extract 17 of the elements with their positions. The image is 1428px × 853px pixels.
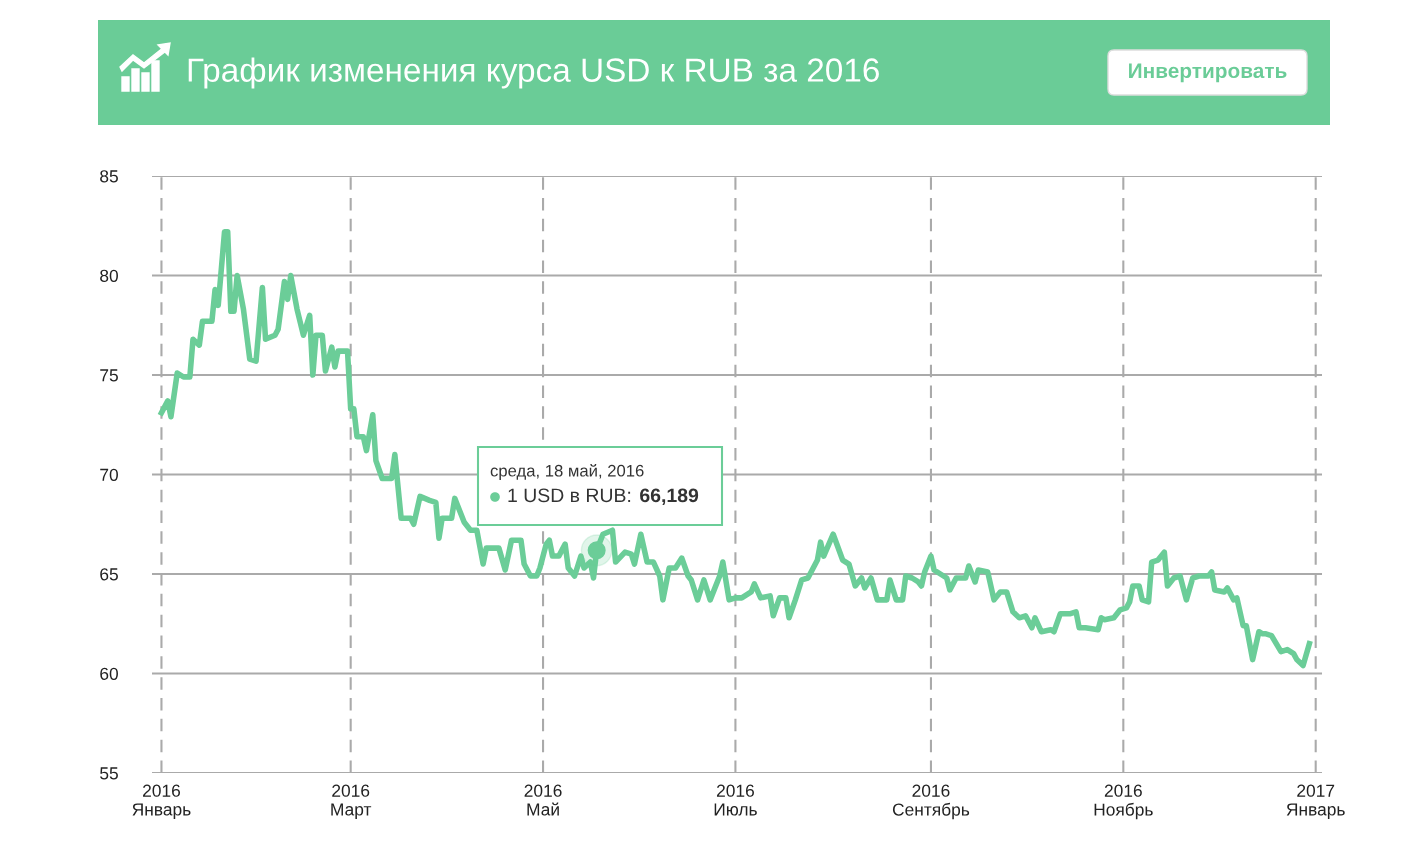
- chart-title: График изменения курса USD к RUB за 2016: [188, 57, 879, 89]
- y-tick-label: 60: [100, 667, 118, 680]
- annotation: среда, 18 май, 2016 1 USD в RUB: 66,189: [490, 464, 699, 506]
- x-tick-label: 2016 Ноябрь: [1094, 784, 1153, 820]
- x-tick-label: 2016 Январь: [132, 784, 191, 819]
- y-tick-label: 75: [100, 369, 118, 382]
- y-tick-label: 70: [100, 468, 118, 481]
- y-tick-label: 55: [100, 767, 118, 780]
- y-tick-label: 65: [100, 568, 118, 581]
- x-tick-label: 2016 Сентябрь: [892, 784, 970, 820]
- text: Инвертировать: [1129, 63, 1287, 83]
- x-tick-label: 2016 Май: [524, 784, 562, 816]
- y-tick-label: 80: [100, 269, 118, 282]
- x-tick-label: 2017 Январь: [1286, 784, 1345, 819]
- x-tick-label: 2016 Март: [331, 784, 372, 819]
- x-tick-label: 2016 Июль: [714, 784, 757, 816]
- y-tick-label: 85: [100, 170, 118, 183]
